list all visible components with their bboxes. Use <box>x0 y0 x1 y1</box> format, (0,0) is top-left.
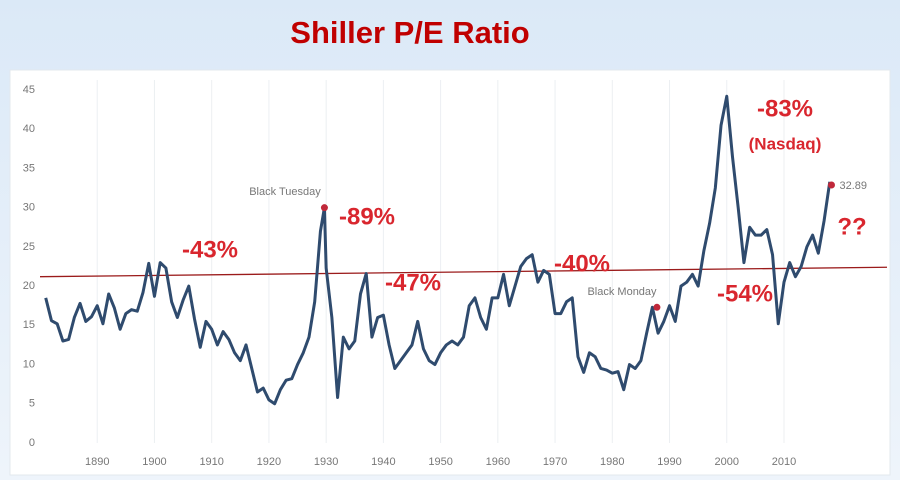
y-tick-label: 20 <box>23 280 35 292</box>
x-tick-label: 1980 <box>600 456 624 468</box>
latest-marker <box>827 181 835 189</box>
data-line <box>44 94 832 406</box>
annotation: ?? <box>837 213 866 240</box>
x-tick-label: 1970 <box>543 456 567 468</box>
x-tick-label: 1930 <box>314 456 338 468</box>
event-marker <box>320 204 328 212</box>
y-tick-label: 25 <box>23 241 35 253</box>
x-tick-label: 1960 <box>486 456 510 468</box>
y-tick-label: 15 <box>23 319 35 331</box>
x-tick-label: 2010 <box>772 456 796 468</box>
y-tick-label: 35 <box>23 162 35 174</box>
y-tick-label: 10 <box>23 358 35 370</box>
trend-line <box>39 266 888 278</box>
event-marker <box>653 303 661 311</box>
annotation: (Nasdaq) <box>749 134 822 153</box>
y-tick-label: 45 <box>23 84 35 96</box>
y-tick-label: 0 <box>29 437 35 449</box>
x-tick-label: 1950 <box>428 456 452 468</box>
annotation: -89% <box>339 203 395 230</box>
annotation: -47% <box>385 269 441 296</box>
x-tick-label: 2000 <box>715 456 739 468</box>
annotation: -43% <box>182 236 238 263</box>
event-label: Black Tuesday <box>249 186 321 198</box>
annotation: -54% <box>717 280 773 307</box>
x-tick-label: 1990 <box>657 456 681 468</box>
y-tick-label: 40 <box>23 123 35 135</box>
y-tick-label: 5 <box>29 398 35 410</box>
x-tick-label: 1900 <box>142 456 166 468</box>
event-label: Black Monday <box>587 286 657 298</box>
x-tick-label: 1920 <box>257 456 281 468</box>
annotation: -40% <box>554 250 610 277</box>
x-tick-label: 1910 <box>199 456 223 468</box>
annotation: -83% <box>757 95 813 122</box>
latest-label: 32.89 <box>839 180 867 192</box>
x-tick-label: 1890 <box>85 456 109 468</box>
chart-title: Shiller P/E Ratio <box>290 15 529 50</box>
y-tick-label: 30 <box>23 202 35 214</box>
x-tick-label: 1940 <box>371 456 395 468</box>
